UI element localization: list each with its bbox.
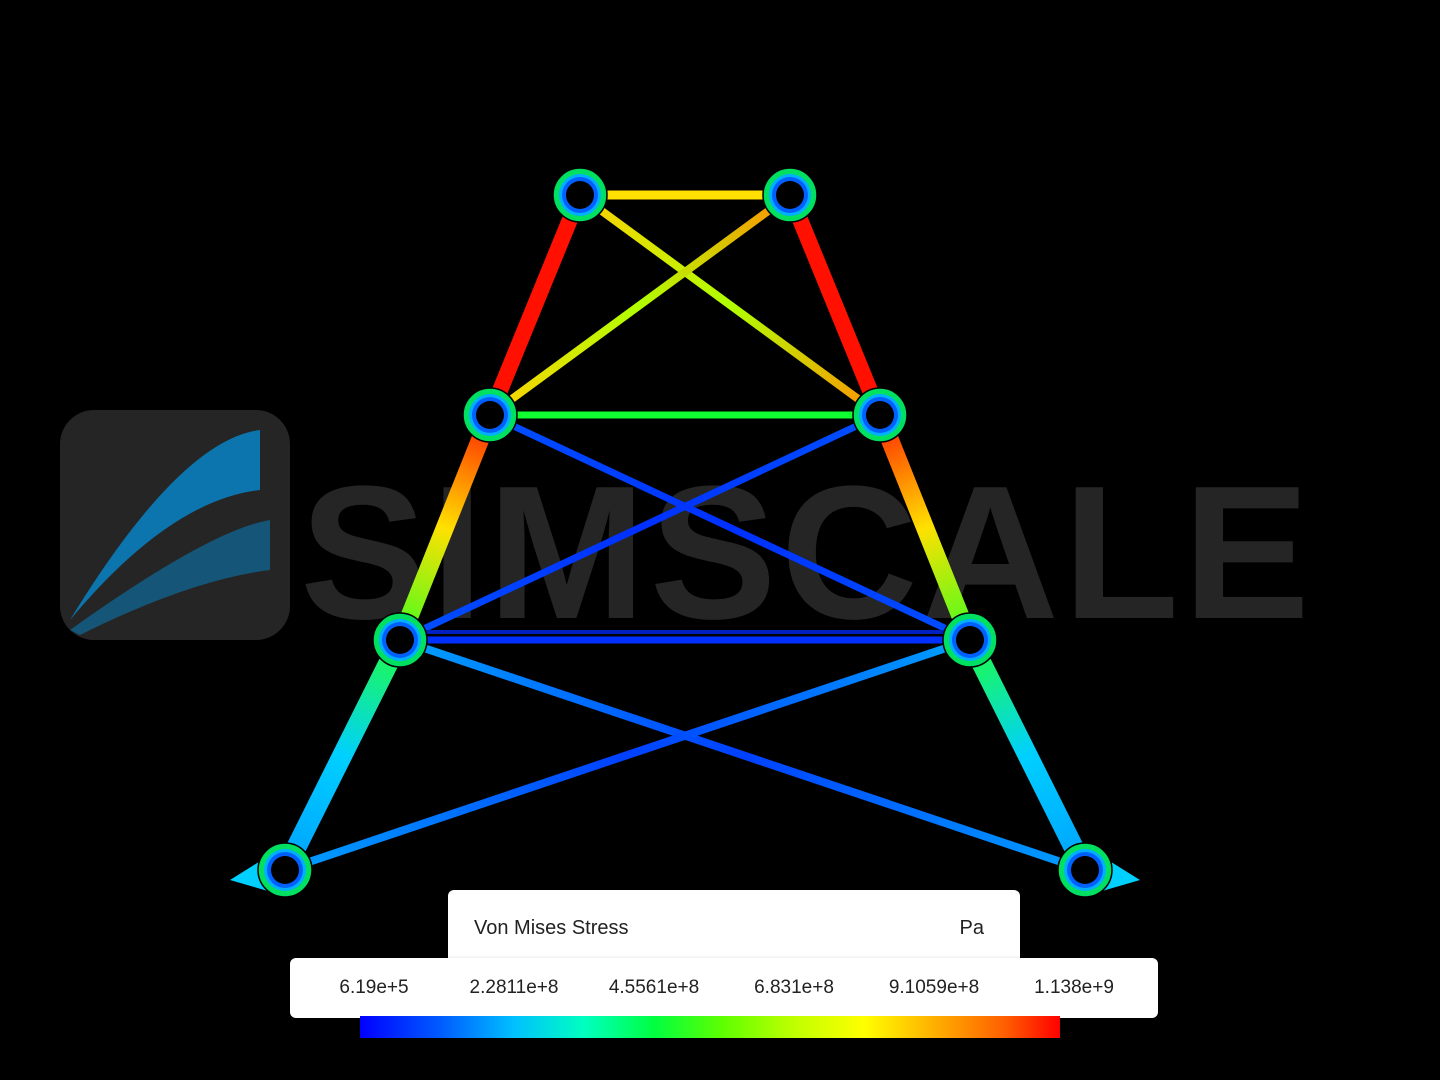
truss-node: [476, 401, 504, 429]
truss-node: [866, 401, 894, 429]
truss-node: [956, 626, 984, 654]
truss-node: [1071, 856, 1099, 884]
legend-tick: 6.19e+5: [304, 977, 444, 999]
legend-tick: 4.5561e+8: [584, 977, 724, 999]
legend-tick: 2.2811e+8: [444, 977, 584, 999]
legend-ticks-box: 6.19e+52.2811e+84.5561e+86.831e+89.1059e…: [290, 958, 1158, 1018]
legend-colorbar: [360, 1010, 1060, 1046]
legend-tick: 6.831e+8: [724, 977, 864, 999]
legend-title: Von Mises Stress: [474, 917, 629, 940]
truss-node: [566, 181, 594, 209]
truss-node: [386, 626, 414, 654]
legend-title-box: Von Mises Stress Pa: [448, 890, 1020, 966]
legend-tick: 1.138e+9: [1004, 977, 1144, 999]
simulation-viewport[interactable]: { "canvas": { "width": 1440, "height": 1…: [0, 0, 1440, 1080]
legend-tick: 9.1059e+8: [864, 977, 1004, 999]
truss-node: [271, 856, 299, 884]
legend-unit: Pa: [960, 917, 984, 940]
truss-node: [776, 181, 804, 209]
